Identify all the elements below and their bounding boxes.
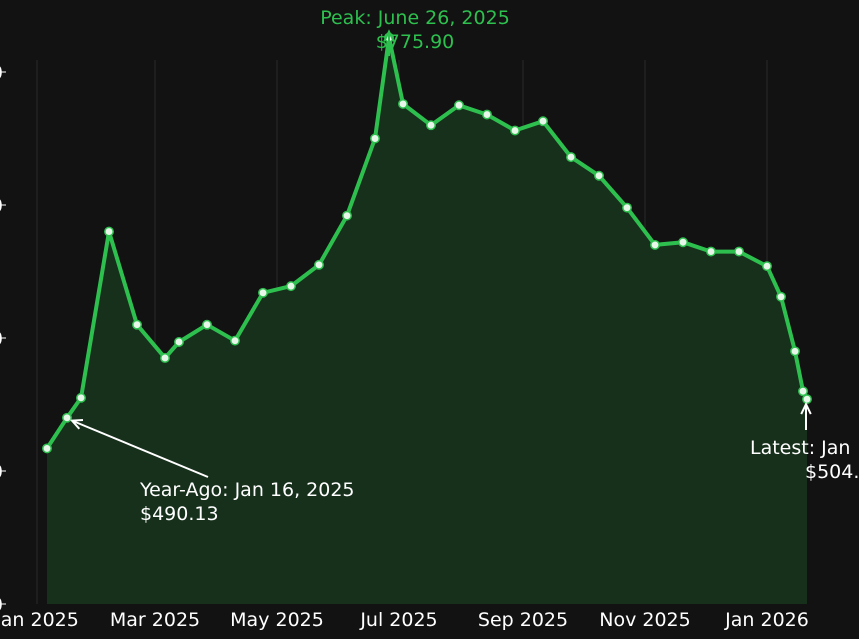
data-point-30 — [790, 346, 800, 357]
data-point-3 — [104, 226, 114, 237]
data-point-17 — [454, 100, 464, 111]
data-point-19 — [510, 125, 520, 136]
data-point-8 — [230, 335, 240, 346]
latest-annotation-line1: Latest: Jan — [750, 437, 850, 459]
data-point-5 — [160, 353, 170, 363]
data-point-18 — [482, 109, 492, 120]
latest-annotation-line2: $504. — [805, 461, 859, 483]
data-point-9 — [258, 287, 268, 298]
data-point-23 — [622, 202, 632, 213]
data-point-26 — [706, 246, 716, 257]
data-point-16 — [426, 120, 436, 131]
data-point-27 — [734, 246, 744, 257]
y-tick-label-2: 550 — [0, 328, 3, 350]
data-point-13 — [370, 133, 380, 144]
x-tick-labels: Jan 2025 Mar 2025 May 2025 Jul 2025 Sep 2025… — [0, 609, 809, 631]
y-tick-label-3: 650 — [0, 195, 3, 217]
data-point-24 — [650, 239, 660, 250]
data-point-32 — [802, 394, 812, 405]
x-tick-label-4: Sep 2025 — [478, 609, 568, 631]
data-point-15 — [398, 98, 408, 109]
peak-annotation: Peak: June 26, 2025 $775.90 — [320, 7, 510, 56]
x-tick-label-2: May 2025 — [230, 609, 324, 631]
year-ago-arrowhead — [69, 419, 84, 430]
data-point-12 — [342, 210, 352, 221]
data-point-6 — [174, 337, 184, 347]
latest-annotation: Latest: Jan $504. — [750, 401, 859, 483]
x-tick-label-1: Mar 2025 — [110, 609, 200, 631]
year-ago-annotation-line2: $490.13 — [140, 503, 219, 525]
peak-annotation-line1: Peak: June 26, 2025 — [320, 7, 510, 29]
data-point-22 — [594, 170, 604, 181]
data-point-10 — [286, 281, 296, 292]
year-ago-arrow — [71, 419, 209, 478]
data-points — [42, 32, 812, 454]
x-tick-label-5: Nov 2025 — [599, 609, 690, 631]
y-tick-label-1: 450 — [0, 461, 3, 483]
y-tick-label-0: 350 — [0, 594, 3, 616]
data-point-0 — [42, 443, 52, 454]
x-tick-label-6: Jan 2026 — [724, 609, 809, 631]
y-ticks: 350 450 550 650 750 — [0, 62, 6, 616]
data-point-28 — [762, 261, 772, 272]
data-point-4 — [132, 319, 142, 330]
data-point-11 — [314, 259, 324, 270]
latest-arrowhead — [800, 401, 812, 415]
peak-arrowhead — [383, 29, 395, 42]
data-point-7 — [202, 319, 212, 330]
year-ago-annotation: Year-Ago: Jan 16, 2025 $490.13 — [69, 419, 355, 525]
data-point-21 — [566, 152, 576, 163]
data-point-31 — [798, 386, 808, 397]
x-tick-label-3: Jul 2025 — [359, 609, 437, 631]
year-ago-annotation-line1: Year-Ago: Jan 16, 2025 — [139, 479, 355, 501]
data-point-2 — [76, 392, 86, 403]
x-tick-label-0: Jan 2025 — [0, 609, 79, 631]
data-point-29 — [776, 291, 786, 302]
data-point-1 — [62, 412, 72, 423]
price-area-fill — [47, 37, 807, 605]
data-point-25 — [678, 237, 688, 248]
peak-annotation-line2: $775.90 — [376, 31, 455, 53]
data-point-20 — [538, 116, 548, 127]
y-tick-label-4: 750 — [0, 62, 3, 84]
